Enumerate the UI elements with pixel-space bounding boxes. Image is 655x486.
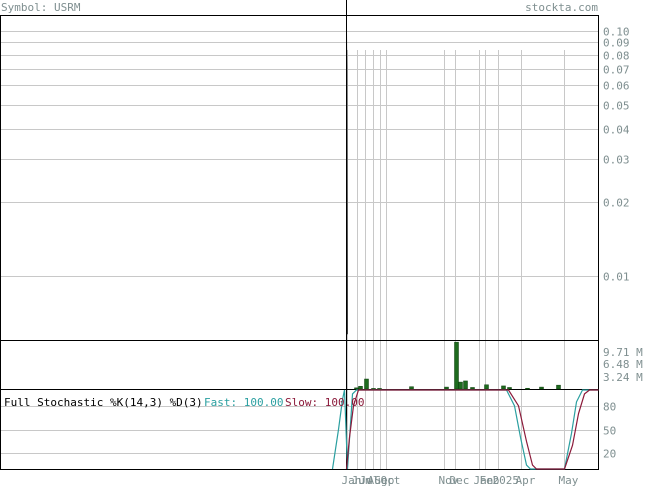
volume-bar [539, 386, 544, 390]
stochastic-fast-line [331, 389, 599, 470]
volume-bar [444, 386, 449, 390]
date-tick-label: Sep [375, 474, 395, 486]
volume-tick-labels: 9.71 M6.48 M3.24 M [603, 346, 643, 384]
volume-bar [458, 381, 463, 390]
price-tick-label: 0.04 [603, 124, 630, 137]
date-tick-label: Oct [381, 474, 401, 486]
stochastic-slow-label: Slow: 100.00 [285, 396, 364, 409]
symbol-label: Symbol: USRM [1, 1, 81, 14]
price-tick-label: 0.01 [603, 271, 630, 284]
stochastic-tick-label: 50 [603, 425, 616, 438]
stochastic-series [331, 389, 599, 470]
stochastic-slow-line [345, 389, 599, 470]
date-tick-label: Aug [368, 474, 388, 486]
volume-bar [470, 387, 475, 390]
volume-bar [484, 384, 489, 390]
volume-bar [364, 378, 369, 390]
volume-bar [354, 387, 359, 390]
date-vertical-grid [347, 50, 565, 469]
price-tick-label: 0.07 [603, 64, 630, 77]
volume-bar [454, 341, 459, 390]
stochastic-horizontal-grid [1, 406, 598, 454]
date-tick-label: Jun [352, 474, 372, 486]
date-tick-label: Feb [480, 474, 500, 486]
stochastic-panel-border [0, 389, 599, 470]
volume-bar [409, 386, 414, 390]
volume-bars [354, 341, 561, 390]
stochastic-fast-label: Fast: 100.00 [204, 396, 283, 409]
stochastic-tick-label: 20 [603, 448, 616, 461]
volume-tick-label: 9.71 M [603, 346, 643, 359]
volume-bar [358, 386, 363, 390]
price-tick-label: 0.05 [603, 100, 630, 113]
stochastic-title: Full Stochastic %K(14,3) %D(3) [4, 396, 203, 409]
date-tick-label: Jan [474, 474, 494, 486]
date-tick-label: Dec [450, 474, 470, 486]
date-tick-label: Apr [516, 474, 536, 486]
stochastic-panel-frame [0, 389, 599, 470]
volume-bar [556, 384, 561, 390]
volume-tick-label: 6.48 M [603, 358, 643, 371]
volume-bar [371, 388, 376, 390]
volume-panel-frame [0, 340, 599, 390]
date-tick-label: Jul [360, 474, 380, 486]
volume-bar [501, 385, 506, 390]
price-panel-frame [0, 15, 599, 341]
volume-bar [525, 387, 530, 390]
price-line [346, 30, 348, 335]
date-tick-label: May [559, 474, 579, 486]
volume-tick-label: 3.24 M [603, 371, 643, 384]
stochastic-tick-label: 80 [603, 401, 616, 414]
price-tick-label: 0.03 [603, 154, 630, 167]
stochastic-tick-labels: 80 50 20 [603, 401, 616, 461]
price-tick-label: 0.06 [603, 80, 630, 93]
price-tick-labels: 0.100.090.080.07 0.06 0.05 0.04 0.03 0.02 0.01 [603, 26, 630, 284]
volume-panel-border [0, 340, 599, 390]
date-tick-label: Nov [439, 474, 459, 486]
price-series [346, 30, 348, 335]
price-tick-label: 0.09 [603, 37, 630, 50]
volume-bar [377, 388, 382, 390]
price-horizontal-grid [1, 31, 598, 277]
site-label[interactable]: stockta.com [525, 1, 598, 14]
price-tick-label: 0.10 [603, 26, 630, 39]
volume-bar [463, 380, 468, 390]
date-tick-label: Jan [342, 474, 362, 486]
date-tick-label: 2025 [493, 474, 520, 486]
price-tick-label: 0.08 [603, 50, 630, 63]
volume-bar [507, 387, 512, 390]
price-panel-border [0, 15, 599, 341]
price-tick-label: 0.02 [603, 197, 630, 210]
